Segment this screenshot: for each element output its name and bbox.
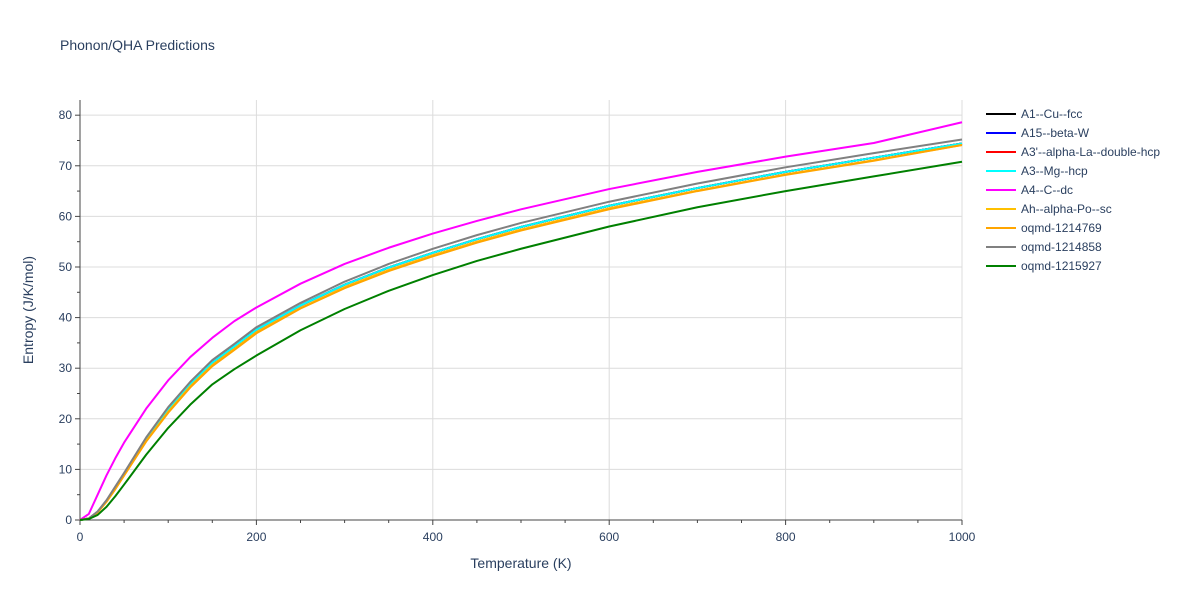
series-line-6 xyxy=(79,144,963,521)
series-line-7 xyxy=(79,138,963,521)
legend-item[interactable]: A3--Mg--hcp xyxy=(986,164,1088,178)
series-line-0 xyxy=(79,142,963,521)
x-tick-label: 200 xyxy=(246,530,266,544)
series-line-1 xyxy=(79,142,963,521)
y-tick-label: 10 xyxy=(59,462,73,476)
legend-item[interactable]: A4--C--dc xyxy=(986,183,1073,197)
x-axis-title: Temperature (K) xyxy=(470,555,571,571)
legend-item[interactable]: oqmd-1215927 xyxy=(986,259,1102,273)
legend-label: A1--Cu--fcc xyxy=(1021,107,1082,121)
x-tick-label: 0 xyxy=(77,530,84,544)
legend-label: A3--Mg--hcp xyxy=(1021,164,1088,178)
y-tick-label: 0 xyxy=(65,513,72,527)
legend[interactable]: A1--Cu--fcc A15--beta-W A3'--alpha-La--dou… xyxy=(986,107,1160,273)
grid-lines xyxy=(80,100,963,520)
legend-label: oqmd-1214769 xyxy=(1021,221,1102,235)
y-tick-label: 40 xyxy=(59,311,73,325)
y-tick-label: 30 xyxy=(59,361,73,375)
series-line-8 xyxy=(79,160,963,521)
series-line-3 xyxy=(79,142,963,521)
chart-title: Phonon/QHA Predictions xyxy=(60,37,215,53)
legend-item[interactable]: oqmd-1214769 xyxy=(986,221,1102,235)
series-line-4 xyxy=(79,121,963,521)
legend-label: oqmd-1214858 xyxy=(1021,240,1102,254)
series-line-5 xyxy=(79,144,963,521)
y-tick-label: 50 xyxy=(59,260,73,274)
legend-item[interactable]: A3'--alpha-La--double-hcp xyxy=(986,145,1160,159)
legend-item[interactable]: Ah--alpha-Po--sc xyxy=(986,202,1112,216)
y-axis-title: Entropy (J/K/mol) xyxy=(20,256,36,364)
legend-item[interactable]: A15--beta-W xyxy=(986,126,1090,140)
legend-label: A4--C--dc xyxy=(1021,183,1073,197)
legend-item[interactable]: A1--Cu--fcc xyxy=(986,107,1082,121)
y-tick-label: 70 xyxy=(59,159,73,173)
legend-label: Ah--alpha-Po--sc xyxy=(1021,202,1112,216)
series-line-2 xyxy=(79,142,963,521)
x-tick-label: 800 xyxy=(776,530,796,544)
x-tick-label: 600 xyxy=(599,530,619,544)
legend-label: oqmd-1215927 xyxy=(1021,259,1102,273)
series-lines xyxy=(79,121,963,521)
legend-label: A3'--alpha-La--double-hcp xyxy=(1021,145,1160,159)
x-tick-label: 1000 xyxy=(949,530,976,544)
legend-item[interactable]: oqmd-1214858 xyxy=(986,240,1102,254)
y-tick-label: 80 xyxy=(59,108,73,122)
y-tick-label: 20 xyxy=(59,412,73,426)
y-tick-label: 60 xyxy=(59,209,73,223)
x-tick-label: 400 xyxy=(423,530,443,544)
legend-label: A15--beta-W xyxy=(1021,126,1090,140)
